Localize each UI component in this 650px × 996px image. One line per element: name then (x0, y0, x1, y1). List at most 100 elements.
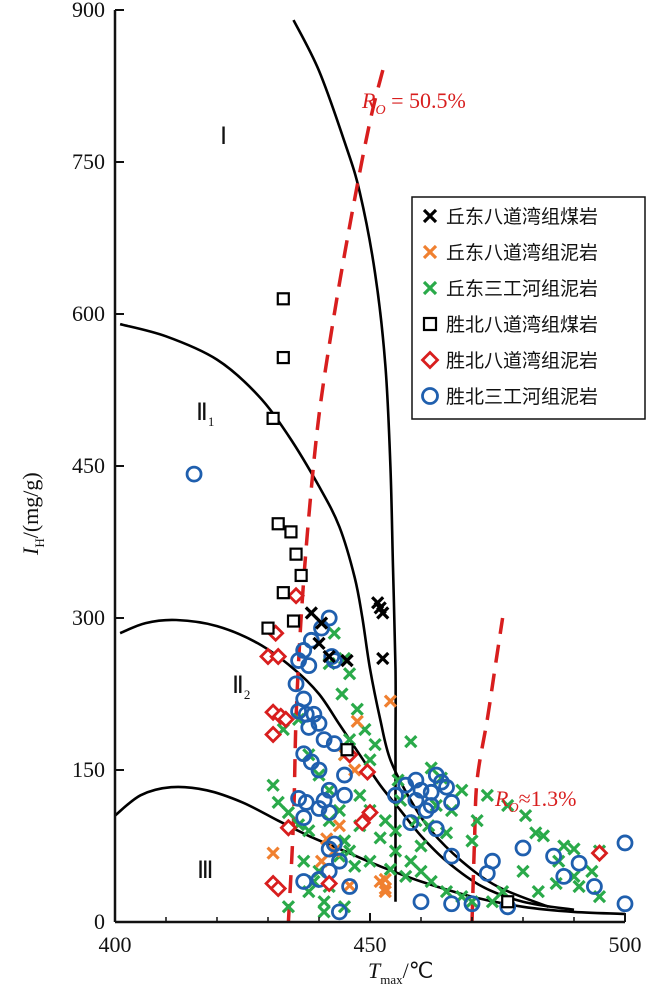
point-s2-75 (414, 839, 428, 853)
y-tick-label-4: 600 (72, 301, 105, 326)
point-s2-69 (342, 844, 357, 858)
point-s5-54 (478, 864, 496, 882)
region-label-II2-main: Ⅱ (232, 673, 244, 699)
point-s5-50 (443, 794, 461, 811)
point-s2-57 (378, 814, 392, 828)
point-s2-39 (297, 854, 311, 868)
x-axis-title: Tmax/℃ (368, 958, 433, 987)
series-5 (185, 465, 634, 921)
point-s5-56 (545, 847, 562, 865)
point-s2-74 (399, 869, 413, 884)
point-s2-60 (373, 831, 387, 845)
point-s3-8 (286, 614, 301, 628)
point-s2-8 (368, 738, 382, 752)
y-tick-label-0: 0 (94, 909, 105, 934)
point-s2-10 (363, 753, 377, 767)
point-s2-58 (388, 824, 403, 838)
point-s4-6 (276, 710, 295, 729)
point-s5-15 (300, 719, 318, 736)
point-s1-3 (383, 694, 398, 708)
point-s2-25 (557, 839, 571, 853)
point-s4-12 (353, 813, 372, 832)
legend-label-4: 胜北八道湾组泥岩 (446, 350, 598, 372)
curve-type-II2-boundary (119, 618, 575, 912)
point-s5-20 (310, 761, 328, 779)
legend-label-5: 胜北三工河组泥岩 (446, 386, 598, 408)
point-s5-28 (295, 809, 313, 827)
region-label-III: Ⅲ (197, 858, 214, 884)
point-s5-44 (432, 773, 450, 791)
region-label-II2-sub: 2 (244, 687, 251, 702)
point-s2-71 (363, 854, 377, 868)
point-s5-55 (514, 839, 532, 857)
point-s4-8 (279, 818, 298, 837)
series-0 (304, 596, 390, 668)
point-s2-51 (312, 768, 326, 782)
x-axis-title-unit: /℃ (403, 958, 434, 983)
y-axis-title-unit: /(mg/g) (18, 472, 43, 538)
point-s4-2 (269, 647, 288, 666)
point-s2-0 (327, 626, 341, 640)
point-s0-1 (314, 616, 329, 630)
point-s1-13 (378, 884, 392, 899)
point-s2-13 (391, 773, 405, 787)
point-s2-43 (317, 905, 331, 919)
legend: 丘东八道湾组煤岩丘东八道湾组泥岩丘东三工河组泥岩胜北八道湾组煤岩胜北八道湾组泥岩… (411, 196, 646, 420)
point-s3-7 (276, 586, 290, 600)
y-tick-label-6: 900 (72, 0, 105, 22)
series-2 (266, 626, 607, 919)
point-s3-3 (271, 517, 285, 531)
point-s2-20 (480, 788, 494, 802)
ro-label-13: RO≈1.3% (494, 786, 576, 816)
ro-label-13-sub: O (508, 801, 518, 816)
point-s5-21 (336, 766, 353, 784)
point-s2-72 (348, 859, 362, 873)
point-s2-30 (549, 876, 563, 891)
ro-lines (286, 60, 505, 923)
y-axis-title: IH/(mg/g) (18, 472, 47, 556)
y-axis-title-sub: H (32, 538, 47, 547)
legend-label-2: 丘东三工河组泥岩 (446, 278, 598, 300)
point-s1-0 (350, 714, 364, 728)
point-s2-23 (518, 808, 533, 823)
point-s3-10 (340, 743, 354, 757)
point-s2-22 (529, 826, 543, 840)
ro-line-ro-1-3 (470, 617, 505, 923)
legend-marker-3 (422, 316, 438, 332)
point-s3-6 (294, 568, 308, 583)
point-s5-46 (407, 792, 425, 809)
curve-type-II1-boundary (119, 322, 549, 909)
point-s5-30 (320, 840, 338, 858)
point-s5-48 (422, 797, 440, 814)
x-tick-label-0: 400 (99, 932, 132, 957)
data-points (185, 292, 634, 921)
region-label-I: Ⅰ (220, 124, 227, 150)
region-label-II1: Ⅱ1 (196, 400, 214, 429)
point-s5-49 (402, 814, 420, 832)
y-tick-label-1: 150 (72, 757, 105, 782)
point-s5-38 (387, 786, 404, 804)
point-s0-2 (312, 636, 326, 650)
point-s2-61 (388, 844, 403, 858)
ro-label-13-rest: ≈1.3% (519, 786, 577, 811)
region-label-II1-main: Ⅱ (196, 400, 208, 426)
legend-marker-1 (422, 244, 438, 260)
point-s2-62 (404, 854, 418, 868)
point-s1-5 (332, 819, 347, 833)
point-s5-27 (320, 804, 338, 821)
point-s5-58 (555, 868, 573, 885)
point-s3-11 (501, 895, 515, 909)
point-s1-10 (266, 846, 280, 860)
point-s4-16 (320, 874, 339, 893)
point-s5-32 (330, 852, 348, 870)
point-s3-0 (276, 292, 290, 306)
point-s2-19 (465, 834, 479, 848)
point-s2-33 (485, 895, 500, 909)
series-3 (261, 292, 515, 909)
point-s5-63 (443, 895, 461, 913)
legend-box (411, 196, 646, 420)
point-s5-60 (616, 834, 634, 852)
point-s2-46 (281, 900, 296, 914)
point-s4-11 (361, 803, 379, 822)
ro-label-50-main: R (361, 88, 376, 113)
